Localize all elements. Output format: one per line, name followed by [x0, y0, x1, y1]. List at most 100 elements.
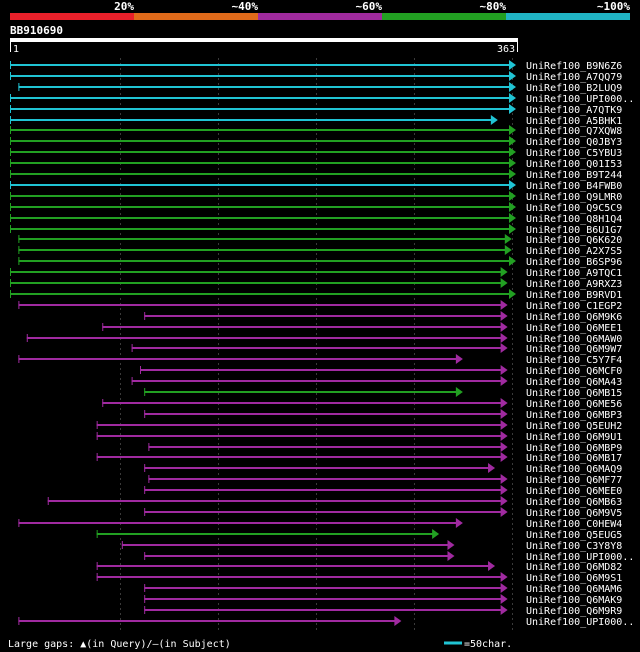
hit-row[interactable]: UniRef100_C5Y7F4	[18, 354, 622, 366]
hit-label[interactable]: UniRef100_Q6M9K6	[526, 312, 622, 323]
hit-row[interactable]: UniRef100_C0HEW4	[18, 518, 622, 530]
hit-label[interactable]: UniRef100_Q6M9W7	[526, 344, 622, 355]
hit-row[interactable]: UniRef100_Q5EUH2	[96, 420, 623, 432]
hit-row[interactable]: UniRef100_A9RXZ3	[10, 278, 622, 290]
hit-label[interactable]: UniRef100_C5YBU3	[526, 148, 622, 159]
hit-row[interactable]: UniRef100_Q6MF77	[148, 474, 622, 486]
hit-row[interactable]: UniRef100_Q8H1Q4	[10, 213, 622, 225]
hit-row[interactable]: UniRef100_Q6MAQ9	[144, 463, 622, 475]
hit-label[interactable]: UniRef100_A9TQC1	[526, 268, 622, 279]
hit-row[interactable]: UniRef100_Q6M9V5	[144, 507, 622, 519]
hit-label[interactable]: UniRef100_B9T244	[526, 170, 622, 181]
hit-row[interactable]: UniRef100_B4FWB0	[10, 180, 622, 192]
hit-row[interactable]: UniRef100_UPI000..	[18, 616, 634, 628]
hit-label[interactable]: UniRef100_A7QTK9	[526, 105, 622, 116]
hit-label[interactable]: UniRef100_C0HEW4	[526, 519, 622, 530]
hit-row[interactable]: UniRef100_Q6ME56	[102, 398, 622, 410]
hit-label[interactable]: UniRef100_Q6MF77	[526, 475, 622, 486]
hit-label[interactable]: UniRef100_UPI000..	[526, 617, 634, 628]
hit-label[interactable]: UniRef100_Q6MB63	[526, 497, 622, 508]
hit-label[interactable]: UniRef100_Q6M9S1	[526, 573, 622, 584]
hit-label[interactable]: UniRef100_Q6MEE0	[526, 486, 622, 497]
hit-label[interactable]: UniRef100_A9RXZ3	[526, 279, 622, 290]
hit-row[interactable]: UniRef100_A5BHK1	[10, 115, 622, 127]
hit-label[interactable]: UniRef100_B2LUQ9	[526, 83, 622, 94]
hit-label[interactable]: UniRef100_Q6MAQ9	[526, 464, 622, 475]
hit-row[interactable]: UniRef100_B6U1G7	[10, 224, 622, 236]
hit-label[interactable]: UniRef100_A5BHK1	[526, 116, 622, 127]
hit-row[interactable]: UniRef100_B6SP96	[18, 256, 622, 268]
hit-label[interactable]: UniRef100_Q6MB15	[526, 388, 622, 399]
hit-label[interactable]: UniRef100_Q7XQW8	[526, 126, 622, 137]
hit-label[interactable]: UniRef100_B6SP96	[526, 257, 622, 268]
hit-label[interactable]: UniRef100_Q6MAM6	[526, 584, 622, 595]
hit-row[interactable]: UniRef100_Q6MB63	[47, 496, 623, 508]
hit-label[interactable]: UniRef100_C5Y7F4	[526, 355, 622, 366]
hit-row[interactable]: UniRef100_Q6MAW0	[26, 333, 623, 345]
hit-label[interactable]: UniRef100_Q5EUG5	[526, 530, 622, 541]
hit-row[interactable]: UniRef100_Q6K620	[18, 234, 622, 246]
hit-row[interactable]: UniRef100_Q6M9W7	[131, 343, 623, 355]
hit-row[interactable]: UniRef100_Q6MEE0	[144, 485, 622, 497]
hit-row[interactable]: UniRef100_B2LUQ9	[18, 82, 622, 94]
hit-label[interactable]: UniRef100_UPI000..	[526, 552, 634, 563]
hit-label[interactable]: UniRef100_B9RVD1	[526, 290, 622, 301]
hit-row[interactable]: UniRef100_Q6M9S1	[96, 572, 623, 584]
hit-label[interactable]: UniRef100_B6U1G7	[526, 225, 622, 236]
hit-row[interactable]: UniRef100_Q6MD82	[96, 561, 623, 573]
hit-label[interactable]: UniRef100_Q6MD82	[526, 562, 622, 573]
hit-label[interactable]: UniRef100_Q6K620	[526, 235, 622, 246]
hit-label[interactable]: UniRef100_Q6MBP3	[526, 410, 622, 421]
hit-label[interactable]: UniRef100_Q6M9R9	[526, 606, 622, 617]
hit-label[interactable]: UniRef100_Q6ME56	[526, 399, 622, 410]
hit-label[interactable]: UniRef100_Q6MAW0	[526, 334, 622, 345]
hit-row[interactable]: UniRef100_C1EGP2	[18, 300, 622, 312]
hit-label[interactable]: UniRef100_UPI000..	[526, 94, 634, 105]
hit-row[interactable]: UniRef100_Q6MAK9	[144, 594, 622, 606]
hit-label[interactable]: UniRef100_Q9C5C9	[526, 203, 622, 214]
hit-row[interactable]: UniRef100_Q6MAM6	[144, 583, 622, 595]
hit-row[interactable]: UniRef100_UPI000..	[144, 551, 634, 563]
hit-label[interactable]: UniRef100_Q8H1Q4	[526, 214, 622, 225]
hit-row[interactable]: UniRef100_Q6MBP3	[144, 409, 622, 421]
hit-row[interactable]: UniRef100_Q6M9K6	[144, 311, 622, 323]
hit-label[interactable]: UniRef100_Q6MA43	[526, 377, 622, 388]
hit-label[interactable]: UniRef100_Q6M9V5	[526, 508, 622, 519]
hit-row[interactable]: UniRef100_UPI000..	[10, 93, 634, 105]
hit-label[interactable]: UniRef100_Q9LMR0	[526, 192, 622, 203]
hit-row[interactable]: UniRef100_Q9C5C9	[10, 202, 622, 214]
hit-row[interactable]: UniRef100_A9TQC1	[10, 267, 622, 279]
hit-row[interactable]: UniRef100_Q01I53	[10, 158, 622, 170]
hit-row[interactable]: UniRef100_Q6MBP9	[148, 442, 622, 454]
hit-label[interactable]: UniRef100_B4FWB0	[526, 181, 622, 192]
hit-label[interactable]: UniRef100_Q6MCF0	[526, 366, 622, 377]
hit-row[interactable]: UniRef100_A2X7S5	[18, 245, 622, 257]
hit-row[interactable]: UniRef100_Q5EUG5	[96, 529, 623, 541]
hit-row[interactable]: UniRef100_B9N6Z6	[10, 60, 622, 72]
hit-label[interactable]: UniRef100_Q6MB17	[526, 453, 622, 464]
hit-label[interactable]: UniRef100_Q0JBY3	[526, 137, 622, 148]
hit-row[interactable]: UniRef100_Q7XQW8	[10, 125, 622, 137]
hit-label[interactable]: UniRef100_A2X7S5	[526, 246, 622, 257]
hit-row[interactable]: UniRef100_C3Y8Y8	[121, 540, 623, 552]
hit-row[interactable]: UniRef100_Q6MB17	[96, 452, 623, 464]
hit-label[interactable]: UniRef100_B9N6Z6	[526, 61, 622, 72]
hit-label[interactable]: UniRef100_C3Y8Y8	[526, 541, 622, 552]
hit-label[interactable]: UniRef100_A7QQ79	[526, 72, 622, 83]
hit-label[interactable]: UniRef100_Q6MAK9	[526, 595, 622, 606]
hit-row[interactable]: UniRef100_Q6M9U1	[96, 431, 623, 443]
hit-row[interactable]: UniRef100_Q6MB15	[144, 387, 622, 399]
hit-row[interactable]: UniRef100_Q6MCF0	[139, 365, 622, 377]
hit-row[interactable]: UniRef100_Q6M9R9	[144, 605, 622, 617]
hit-label[interactable]: UniRef100_Q6MEE1	[526, 323, 622, 334]
hit-row[interactable]: UniRef100_A7QQ79	[10, 71, 622, 83]
hit-label[interactable]: UniRef100_Q6MBP9	[526, 443, 622, 454]
hit-label[interactable]: UniRef100_Q6M9U1	[526, 432, 622, 443]
hit-row[interactable]: UniRef100_Q9LMR0	[10, 191, 622, 203]
hit-label[interactable]: UniRef100_C1EGP2	[526, 301, 622, 312]
hit-row[interactable]: UniRef100_C5YBU3	[10, 147, 622, 159]
hit-list[interactable]: UniRef100_B9N6Z6UniRef100_A7QQ79UniRef10…	[10, 60, 634, 628]
hit-label[interactable]: UniRef100_Q01I53	[526, 159, 622, 170]
hit-row[interactable]: UniRef100_B9T244	[10, 169, 622, 181]
hit-label[interactable]: UniRef100_Q5EUH2	[526, 421, 622, 432]
